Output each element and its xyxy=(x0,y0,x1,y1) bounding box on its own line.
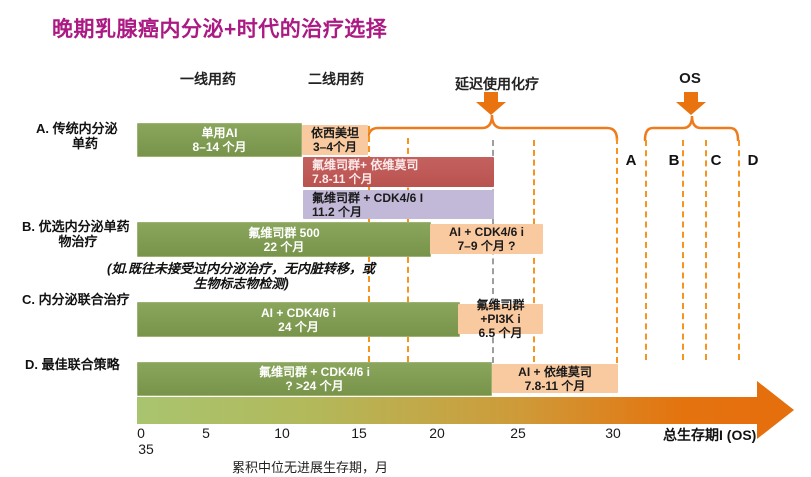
eligibility-note-line1: (如.既往未接受过内分泌治疗，无内脏转移，或 xyxy=(107,261,375,276)
dashed-gridline xyxy=(705,140,707,360)
bar-duration: 11.2 个月 xyxy=(312,204,363,219)
row-c-label: C. 内分泌联合治疗 xyxy=(22,292,130,307)
delayed-chemo-down-arrow-icon xyxy=(476,92,506,115)
bar-duration: 22 个月 xyxy=(263,239,305,254)
os-letter-c: C xyxy=(710,152,722,169)
os-letter-b: B xyxy=(668,152,680,169)
bar-duration: 7–9 个月 ? xyxy=(457,239,516,253)
bar-duration: ? >24 个月 xyxy=(285,379,344,393)
eligibility-note-line2: 生物标志物检测) xyxy=(193,276,289,291)
bar-label: 氟维司群 500 xyxy=(248,225,320,240)
dashed-gridline xyxy=(645,140,647,360)
os-letter-a: A xyxy=(625,152,637,169)
eligibility-note: (如.既往未接受过内分泌治疗，无内脏转移，或 生物标志物检测) xyxy=(95,261,387,291)
bar-b-ai-cdk46: AI + CDK4/6 i 7–9 个月 ? xyxy=(430,224,543,254)
axis-tick-5: 5 xyxy=(202,425,210,441)
bar-d-fulvestrant-cdk46: 氟维司群 + CDK4/6 i ? >24 个月 xyxy=(137,362,492,396)
delayed-chemo-brace xyxy=(366,114,619,142)
bar-duration: 3–4个月 xyxy=(312,140,358,154)
bar-c-ai-cdk46: AI + CDK4/6 i 24 个月 xyxy=(137,302,460,337)
timeline-arrow-body xyxy=(137,397,757,424)
bar-label: AI + 依维莫司 xyxy=(518,364,592,379)
bar-label: 氟维司群 + CDK4/6 I xyxy=(312,190,424,205)
bar-a-exemestane: 依西美坦 3–4个月 xyxy=(302,125,368,155)
page-title: 晚期乳腺癌内分泌+时代的治疗选择 xyxy=(52,18,388,41)
bar-label: 氟维司群 +PI3K i xyxy=(476,298,525,326)
bar-duration: 8–14 个月 xyxy=(192,140,247,154)
axis-tick-20: 20 xyxy=(429,425,445,441)
brace-icons xyxy=(366,114,740,142)
bar-duration: 24 个月 xyxy=(278,319,319,334)
axis-tick-10: 10 xyxy=(274,425,290,441)
bar-b-fulvestrant-500: 氟维司群 500 22 个月 xyxy=(137,222,431,257)
delayed-chemo-label: 延迟使用化疗 xyxy=(455,76,539,92)
row-a-label-line2: 单药 xyxy=(71,136,98,151)
x-axis-label: 累积中位无进展生存期，月 xyxy=(231,460,389,475)
dashed-gridline xyxy=(682,140,684,360)
os-down-arrow-icon xyxy=(676,92,706,115)
dashed-gridline xyxy=(616,138,618,363)
axis-tick-0: 0 xyxy=(137,425,145,441)
bar-label: 氟维司群+ 依维莫司 xyxy=(312,158,419,172)
axis-tick-25: 25 xyxy=(510,425,526,441)
os-label: OS xyxy=(679,70,701,87)
os-axis-label: 总生存期I (OS) xyxy=(663,427,757,443)
os-letter-d: D xyxy=(747,152,759,169)
bar-label: 氟维司群 + CDK4/6 i xyxy=(258,365,371,379)
bar-duration: 6.5 个月 xyxy=(478,326,523,340)
dashed-gridline xyxy=(738,140,740,360)
bar-c-fulvestrant-pi3k: 氟维司群 +PI3K i 6.5 个月 xyxy=(458,298,543,340)
bar-label: AI + CDK4/6 i xyxy=(448,225,525,239)
column-header-second-line: 二线用药 xyxy=(308,71,364,87)
row-d-label: D. 最佳联合策略 xyxy=(25,357,120,372)
column-header-first-line: 一线用药 xyxy=(180,71,236,87)
bar-a-fulvestrant-everolimus: 氟维司群+ 依维莫司 7.8-11 个月 xyxy=(303,157,494,187)
axis-tick-30: 30 xyxy=(605,425,621,441)
axis-tick-35: 35 xyxy=(138,441,154,457)
bar-a-fulvestrant-cdk46: 氟维司群 + CDK4/6 I 11.2 个月 xyxy=(303,190,494,219)
bar-duration: 7.8-11 个月 xyxy=(312,172,373,186)
bar-d-ai-everolimus: AI + 依维莫司 7.8-11 个月 xyxy=(492,364,618,393)
row-b-label-line1: B. 优选内分泌单药 xyxy=(22,219,130,234)
row-b-label-line2: 物治疗 xyxy=(58,234,98,249)
bar-label: 单用AI xyxy=(201,126,238,140)
bar-duration: 7.8-11 个月 xyxy=(524,378,586,393)
row-a-label-line1: A. 传统内分泌 xyxy=(36,121,118,136)
row-a-label: A. 传统内分泌 单药 xyxy=(36,121,134,151)
bar-label: 依西美坦 xyxy=(310,126,359,140)
os-brace xyxy=(643,115,740,142)
timeline-arrow-head-icon xyxy=(757,381,794,439)
bar-label: AI + CDK4/6 i xyxy=(260,305,337,320)
row-b-label: B. 优选内分泌单药 物治疗 xyxy=(22,219,134,249)
bar-a-mono-ai: 单用AI 8–14 个月 xyxy=(137,123,302,157)
axis-tick-15: 15 xyxy=(351,425,367,441)
